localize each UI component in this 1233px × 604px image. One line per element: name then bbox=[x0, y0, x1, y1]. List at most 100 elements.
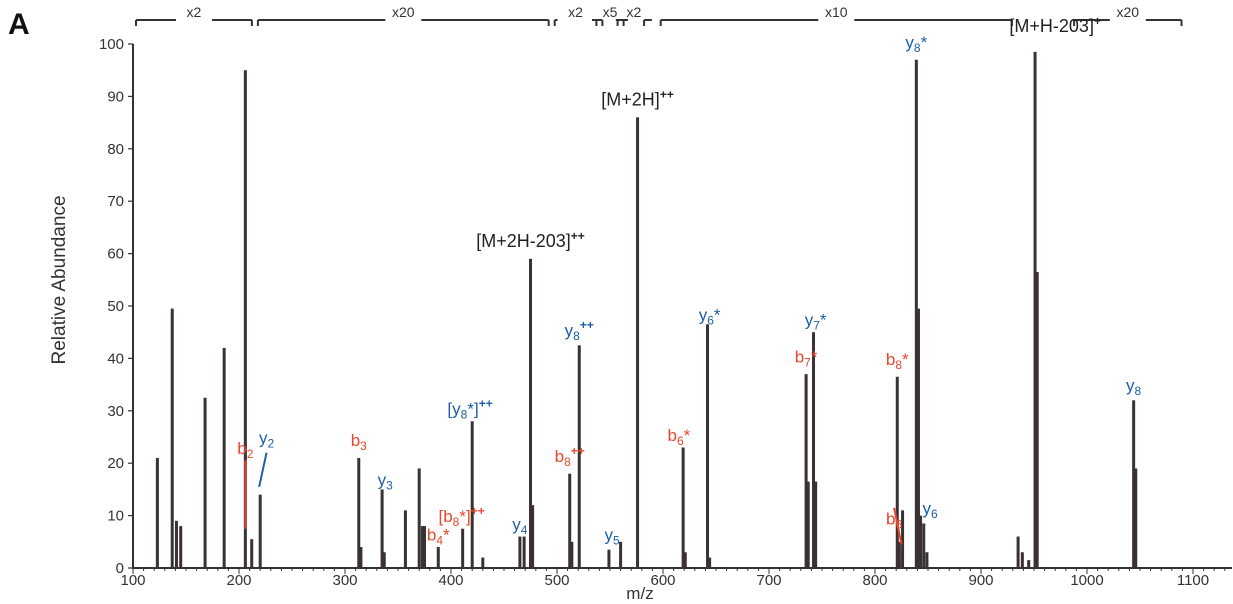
magnification-label: x5 bbox=[603, 4, 618, 20]
peak-bar bbox=[925, 552, 929, 568]
magnification-label: x20 bbox=[1117, 4, 1140, 20]
peak-bar bbox=[423, 526, 426, 568]
peak-annotations: [M+H-203]+ [M+2H]++ [M+2H-203]++ y8* y8++ y6*… bbox=[237, 14, 1141, 547]
peak-annotation: y7* bbox=[805, 311, 827, 333]
peak-bar bbox=[380, 489, 384, 568]
magnification-label: x2 bbox=[187, 4, 202, 20]
peak-bar bbox=[570, 541, 574, 568]
y-tick-label: 50 bbox=[107, 298, 124, 315]
peak-bar bbox=[481, 557, 485, 568]
peak-bar bbox=[914, 59, 918, 568]
x-tick-label: 700 bbox=[756, 572, 781, 589]
peak-bar bbox=[250, 539, 254, 568]
peak-bar bbox=[922, 523, 926, 568]
peak-bar bbox=[577, 345, 581, 568]
annotation-leader-line bbox=[893, 507, 903, 545]
x-tick-label: 800 bbox=[862, 572, 887, 589]
x-tick-label: 200 bbox=[226, 572, 251, 589]
x-tick-label: 100 bbox=[120, 572, 145, 589]
peak-bar bbox=[222, 347, 226, 568]
magnification-label: x20 bbox=[392, 4, 415, 20]
peak-bar bbox=[708, 557, 712, 568]
y-tick-label: 60 bbox=[107, 246, 124, 263]
peak-bar bbox=[436, 547, 440, 568]
y-tick-label: 20 bbox=[107, 455, 124, 472]
y-tick-label: 70 bbox=[107, 193, 124, 210]
peak-bar bbox=[683, 552, 687, 568]
peak-bar bbox=[916, 308, 920, 568]
peak-annotation: b7* bbox=[795, 347, 818, 369]
peak-annotation: y2 bbox=[259, 428, 275, 450]
peak-annotation: [M+2H]++ bbox=[601, 88, 674, 110]
y-tick-label: 0 bbox=[116, 560, 124, 577]
magnification-brackets: x2 x20 x2 x5 x2 x10 x20 bbox=[135, 4, 1183, 26]
peak-bar bbox=[901, 510, 905, 568]
peak-annotation: y4 bbox=[512, 515, 528, 537]
y-tick-label: 30 bbox=[107, 403, 124, 420]
peak-bar bbox=[1033, 51, 1037, 569]
peak-annotation: [M+H-203]+ bbox=[1009, 14, 1101, 36]
magnification-label: x2 bbox=[568, 4, 583, 20]
peak-bar bbox=[897, 541, 901, 568]
peak-bar bbox=[420, 526, 424, 568]
peak-bar bbox=[681, 447, 685, 568]
peak-bar bbox=[804, 374, 808, 568]
peak-bar bbox=[359, 547, 363, 568]
panel-label: A bbox=[8, 8, 30, 41]
x-tick-label: 400 bbox=[438, 572, 463, 589]
peak-annotation: b2 bbox=[237, 439, 253, 461]
peak-bar bbox=[636, 117, 640, 569]
peak-bar bbox=[619, 541, 623, 568]
peak-bar bbox=[1020, 552, 1024, 568]
peak-annotation: y8++ bbox=[565, 318, 594, 343]
peak-bar bbox=[155, 457, 159, 568]
x-tick-label: 1000 bbox=[1070, 572, 1103, 589]
peak-annotation: b6 bbox=[886, 510, 902, 532]
peak-bar bbox=[203, 397, 207, 568]
magnification-label: x2 bbox=[626, 4, 641, 20]
peak-bar bbox=[895, 376, 899, 568]
magnification-label: x10 bbox=[825, 4, 848, 20]
peak-annotation: b8* bbox=[886, 350, 909, 372]
peak-bar bbox=[1132, 400, 1136, 568]
peak-bar bbox=[607, 549, 611, 568]
peak-annotation: y8* bbox=[905, 33, 927, 55]
peak-bar bbox=[518, 536, 522, 568]
x-tick-label: 600 bbox=[650, 572, 675, 589]
peak-bar bbox=[170, 308, 174, 568]
peak-bar bbox=[706, 324, 710, 568]
y-tick-label: 100 bbox=[99, 36, 124, 53]
peak-annotation: b4* bbox=[427, 525, 450, 547]
peak-bar bbox=[806, 481, 810, 568]
y-tick-label: 40 bbox=[107, 350, 124, 367]
peak-annotation: y6 bbox=[923, 499, 939, 521]
x-tick-label: 300 bbox=[332, 572, 357, 589]
peak-annotation: y5 bbox=[605, 525, 621, 547]
peak-bar bbox=[568, 473, 572, 568]
y-tick-label: 80 bbox=[107, 141, 124, 158]
peak-annotation: [M+2H-203]++ bbox=[476, 229, 585, 251]
peak-bar bbox=[382, 552, 386, 568]
x-tick-label: 900 bbox=[968, 572, 993, 589]
y-tick-label: 10 bbox=[107, 508, 124, 525]
peak-bar bbox=[357, 457, 361, 568]
peak-bar bbox=[179, 526, 183, 568]
peak-bar bbox=[470, 421, 474, 568]
peak-annotation: [b8*]++ bbox=[438, 504, 484, 529]
peak-annotation: b3 bbox=[351, 431, 367, 453]
peak-annotation: b8++ bbox=[555, 444, 585, 469]
x-tick-label: 1100 bbox=[1177, 572, 1209, 589]
peak-annotation: y6* bbox=[699, 305, 721, 327]
peak-annotation: [y8*]++ bbox=[447, 397, 492, 422]
annotation-leader-line bbox=[258, 452, 268, 487]
peak-bar bbox=[1027, 560, 1031, 568]
peak-bar bbox=[1016, 536, 1020, 568]
peak-bar bbox=[522, 536, 526, 568]
peak-annotation: y8 bbox=[1126, 376, 1142, 398]
peak-bar bbox=[919, 515, 923, 568]
peak-bar bbox=[1035, 271, 1039, 568]
peak-bar bbox=[812, 332, 816, 568]
peak-bar bbox=[403, 510, 407, 568]
peak-annotation: b6* bbox=[668, 426, 691, 448]
